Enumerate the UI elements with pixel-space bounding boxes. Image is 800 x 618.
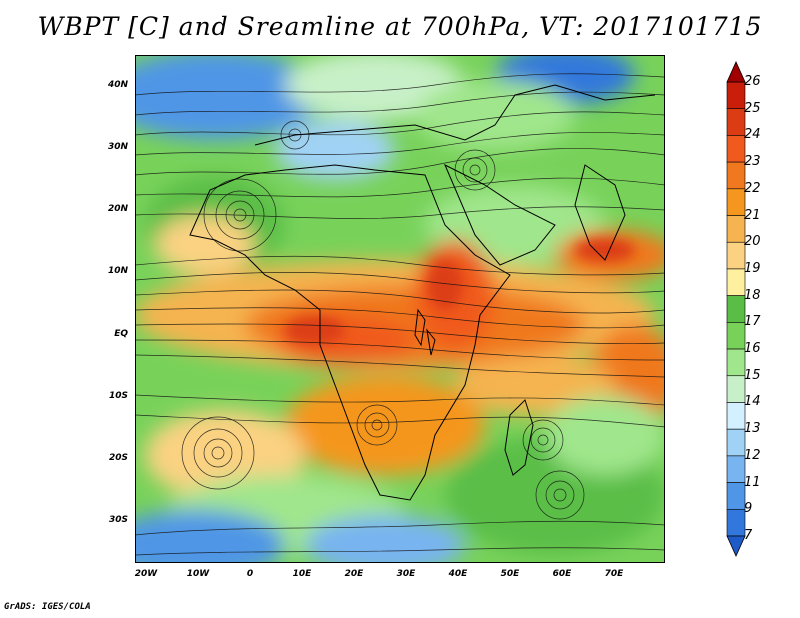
lon-label-40e: 40E (448, 569, 468, 579)
colorbar-bottom-arrow (726, 535, 746, 557)
colorbar-label: 19 (744, 260, 761, 276)
lat-label-10n: 10N (107, 266, 128, 276)
colorbar-segment (726, 268, 746, 296)
lon-label-10e: 10E (292, 569, 312, 579)
colorbar-segment (726, 295, 746, 323)
wbpt-field (135, 55, 665, 563)
colorbar-segment (726, 108, 746, 136)
colorbar-label: 21 (744, 207, 761, 223)
colorbar-segment (726, 482, 746, 510)
lat-label-30n: 30N (107, 142, 128, 152)
lon-label-60e: 60E (552, 569, 572, 579)
colorbar-segment (726, 135, 746, 163)
lat-label-eq: EQ (114, 329, 128, 339)
lat-label-10s: 10S (108, 391, 128, 401)
lon-label-0: 0 (246, 569, 254, 579)
colorbar-segment (726, 241, 746, 270)
colorbar-label: 9 (744, 501, 753, 517)
colorbar-label: 20 (744, 234, 761, 250)
colorbar-segment (726, 348, 746, 377)
streamlines (135, 73, 665, 556)
colorbar-label: 17 (744, 314, 761, 330)
colorbar-segment (726, 81, 746, 110)
colorbar-label: 7 (744, 528, 753, 543)
colorbar-segment (726, 428, 746, 457)
coastlines (189, 84, 656, 501)
colorbar-segment (726, 215, 746, 243)
lon-label-20w: 20W (134, 569, 158, 579)
colorbar-label: 16 (744, 341, 761, 357)
lon-label-10w: 10W (186, 569, 210, 579)
colorbar-segment (726, 455, 746, 483)
colorbar-segment (726, 508, 746, 537)
colorbar-label: 15 (744, 367, 761, 383)
lat-label-20n: 20N (107, 204, 128, 214)
colorbar-label: 23 (744, 154, 761, 170)
map-title: WBPT [C] and Sreamline at 700hPa, VT: 20… (37, 12, 763, 41)
colorbar-label: 18 (744, 287, 761, 303)
colorbar-label: 14 (744, 394, 761, 410)
colorbar-label: 25 (744, 100, 761, 116)
colorbar-segment (726, 161, 746, 190)
colorbar-top-arrow (726, 61, 746, 83)
colorbar-label: 12 (744, 447, 761, 463)
colorbar-label: 26 (744, 74, 761, 89)
colorbar-label: 24 (744, 127, 761, 143)
colorbar-label: 22 (744, 180, 761, 196)
lat-label-20s: 20S (108, 453, 128, 463)
colorbar-label: 11 (744, 474, 761, 490)
colorbar-segment (726, 375, 746, 403)
colorbar (726, 61, 746, 557)
colorbar-segment (726, 188, 746, 216)
lon-label-70e: 70E (604, 569, 624, 579)
lon-label-50e: 50E (500, 569, 520, 579)
weather-map (135, 55, 665, 563)
footer-credit: GrADS: IGES/COLA (4, 602, 91, 612)
lat-label-40n: 40N (107, 80, 128, 90)
lat-label-30s: 30S (108, 515, 128, 525)
lon-label-30e: 30E (396, 569, 416, 579)
colorbar-label: 13 (744, 421, 761, 437)
colorbar-segment (726, 402, 746, 430)
colorbar-segment (726, 322, 746, 350)
lon-label-20e: 20E (344, 569, 364, 579)
